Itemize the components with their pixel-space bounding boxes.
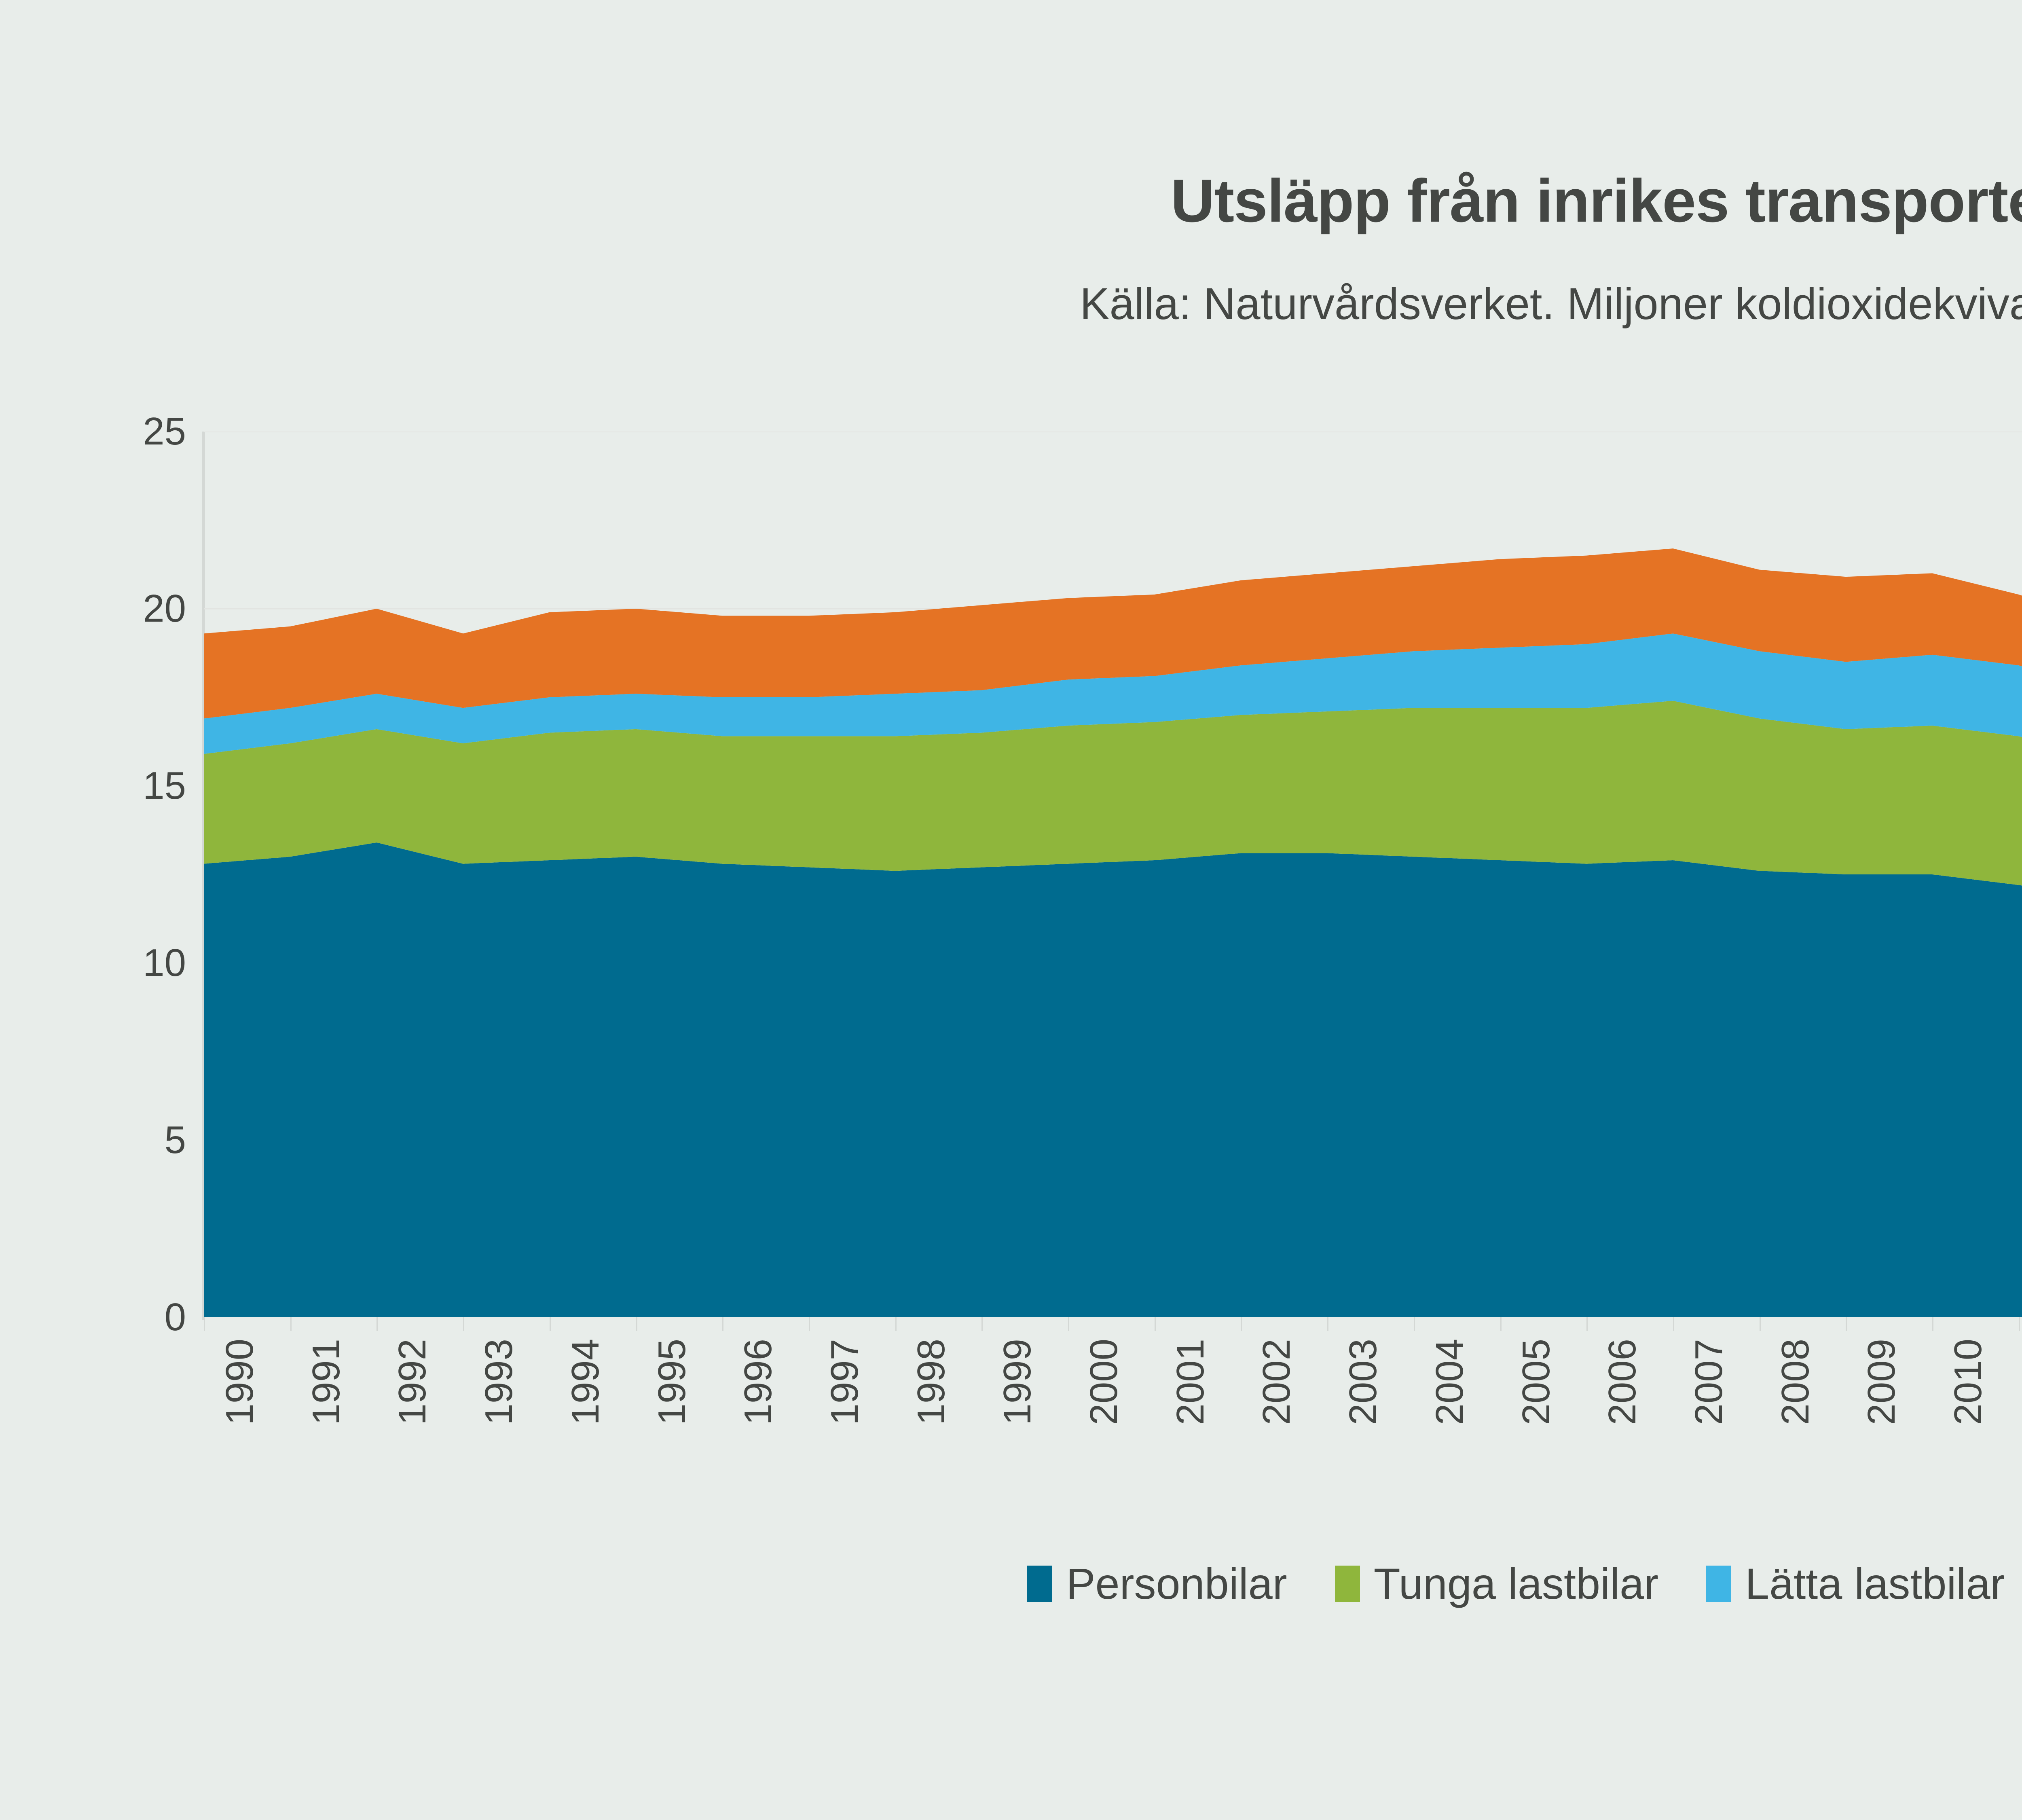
- legend-label: Lätta lastbilar: [1745, 1559, 2005, 1608]
- legend-swatch-latta-lastbilar: [1706, 1566, 1732, 1602]
- x-axis-tick: [1846, 1317, 1847, 1331]
- x-axis-tick: [1586, 1317, 1588, 1331]
- x-axis-tick: [1932, 1317, 1934, 1331]
- x-axis-tick-label: 2007: [1687, 1339, 1730, 1425]
- legend-item-personbilar[interactable]: Personbilar: [1027, 1562, 1287, 1606]
- y-axis-tick-label: 0: [164, 1295, 186, 1339]
- x-axis-tick-label: 2006: [1601, 1339, 1644, 1425]
- x-axis-tick-label: 2001: [1168, 1339, 1212, 1425]
- x-axis-tick: [376, 1317, 378, 1331]
- x-axis-tick-label: 2002: [1255, 1339, 1299, 1425]
- y-axis-line: [202, 432, 205, 1320]
- x-axis-tick: [1154, 1317, 1156, 1331]
- legend-item-lätta-lastbilar[interactable]: Lätta lastbilar: [1706, 1562, 2005, 1606]
- x-axis-tick-label: 2009: [1860, 1339, 1904, 1425]
- x-axis-tick: [204, 1317, 205, 1331]
- chart-legend: Personbilar Tunga lastbilar Lätta lastbila…: [0, 1562, 2022, 1606]
- x-axis-tick-label: 2000: [1082, 1339, 1126, 1425]
- x-axis-tick-label: 1993: [477, 1339, 521, 1425]
- x-axis-tick-label: 1992: [391, 1339, 434, 1425]
- x-axis-labels: 1990 1991 1992 1993 1994 1995 1996 1997 1998 1999…: [204, 1339, 2022, 1509]
- x-axis-tick: [722, 1317, 724, 1331]
- area-series-tunga-lastbilar: [204, 700, 2022, 886]
- stacked-area-plot: [204, 432, 2022, 1317]
- x-axis-tick: [1413, 1317, 1415, 1331]
- x-axis-tick: [808, 1317, 810, 1331]
- x-axis-tick: [1241, 1317, 1242, 1331]
- x-axis-tick-label: 1997: [823, 1339, 866, 1425]
- x-axis-tick-label: 2003: [1341, 1339, 1385, 1425]
- legend-swatch-tunga-lastbilar: [1335, 1566, 1360, 1602]
- plot-svg: [204, 432, 2022, 1317]
- y-axis-tick-label: 20: [143, 587, 186, 630]
- x-axis-tick-label: 2008: [1773, 1339, 1817, 1425]
- x-axis-tick-label: 1995: [650, 1339, 694, 1425]
- x-axis-tick: [549, 1317, 551, 1331]
- legend-item-tunga-lastbilar[interactable]: Tunga lastbilar: [1335, 1562, 1658, 1606]
- x-axis-tick: [1500, 1317, 1502, 1331]
- x-axis-tick: [2018, 1317, 2020, 1331]
- x-axis-ticks: [204, 1317, 2022, 1333]
- x-axis-tick: [895, 1317, 897, 1331]
- legend-label: Personbilar: [1066, 1559, 1287, 1608]
- legend-label: Tunga lastbilar: [1373, 1559, 1659, 1608]
- x-axis-tick: [1673, 1317, 1674, 1331]
- y-axis-labels: 0 5 10 15 20 25: [0, 0, 186, 1820]
- x-axis-tick-label: 1998: [909, 1339, 953, 1425]
- x-axis-tick: [463, 1317, 465, 1331]
- x-axis-tick-label: 1994: [563, 1339, 607, 1425]
- x-axis-tick-label: 1991: [304, 1339, 348, 1425]
- area-series-lätta-lastbilar: [204, 633, 2022, 754]
- y-axis-tick-label: 5: [164, 1118, 186, 1162]
- x-axis-tick-label: 2004: [1428, 1339, 1471, 1425]
- x-axis-tick: [290, 1317, 292, 1331]
- x-axis-tick: [636, 1317, 637, 1331]
- x-axis-tick-label: 2005: [1514, 1339, 1558, 1425]
- x-axis-tick: [1068, 1317, 1070, 1331]
- x-axis-tick-label: 1999: [996, 1339, 1039, 1425]
- page-title: Utsläpp från inrikes transporter: [1170, 167, 2022, 235]
- x-axis-tick-label: 1996: [736, 1339, 780, 1425]
- x-axis-tick-label: 2010: [1946, 1339, 1990, 1425]
- x-axis-tick-label: 1990: [218, 1339, 261, 1425]
- x-axis-tick: [981, 1317, 983, 1331]
- y-axis-tick-label: 15: [143, 764, 186, 807]
- y-axis-tick-label: 25: [143, 410, 186, 453]
- y-axis-tick-label: 10: [143, 941, 186, 984]
- x-axis-tick: [1327, 1317, 1329, 1331]
- x-axis-tick: [1759, 1317, 1761, 1331]
- area-series-personbilar: [204, 842, 2022, 1317]
- area-layers: [204, 548, 2022, 1317]
- area-series-övrigt: [204, 548, 2022, 719]
- page-subtitle: Källa: Naturvårdsverket. Miljoner koldio…: [1080, 279, 2022, 329]
- legend-swatch-personbilar: [1027, 1566, 1053, 1602]
